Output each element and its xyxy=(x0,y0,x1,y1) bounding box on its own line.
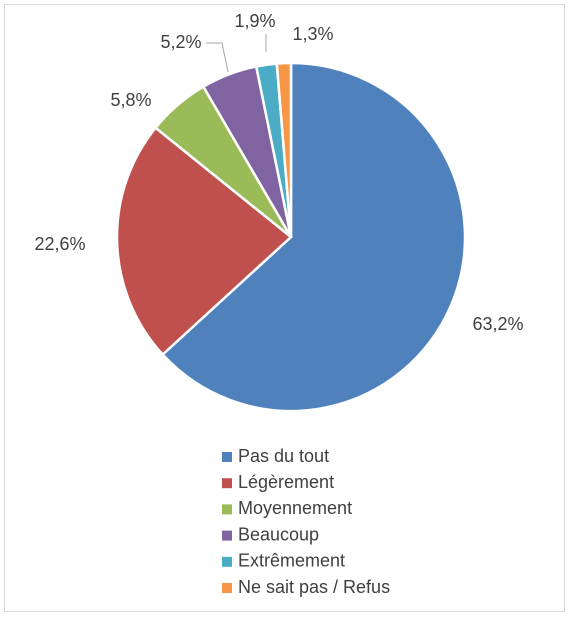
data-label: 22,6% xyxy=(34,234,85,254)
data-label: 5,2% xyxy=(160,32,201,52)
legend-label: Légèrement xyxy=(238,472,334,492)
legend-swatch xyxy=(222,556,232,567)
legend-label: Pas du tout xyxy=(238,446,329,466)
legend-label: Ne sait pas / Refus xyxy=(238,577,390,597)
pie-slice xyxy=(115,126,293,357)
data-label: 63,2% xyxy=(472,314,523,334)
data-label: 5,8% xyxy=(110,90,151,110)
legend-label: Beaucoup xyxy=(238,524,319,544)
data-label: 1,9% xyxy=(234,11,275,31)
legend-label: Moyennement xyxy=(238,498,352,518)
legend-swatch xyxy=(222,478,232,489)
pie-slice xyxy=(160,61,467,413)
leader-line xyxy=(206,42,229,73)
legend-swatch xyxy=(222,504,232,515)
data-label: 1,3% xyxy=(292,24,333,44)
legend-swatch xyxy=(222,583,232,593)
legend-label: Extrêmement xyxy=(238,551,345,571)
legend-swatch xyxy=(222,530,232,541)
legend-swatch xyxy=(222,452,232,462)
pie-slice xyxy=(275,61,293,238)
